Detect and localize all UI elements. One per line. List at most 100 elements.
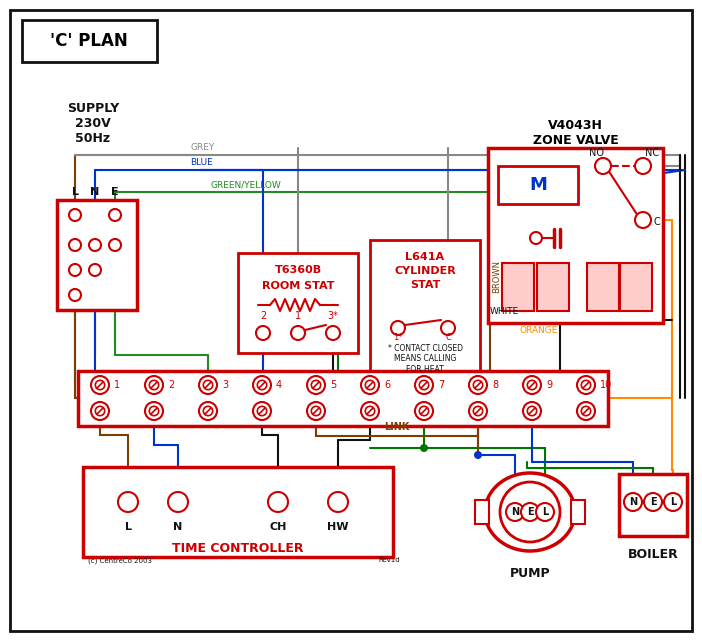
Text: Rev1d: Rev1d: [378, 557, 399, 563]
Text: N: N: [511, 507, 519, 517]
Circle shape: [328, 492, 348, 512]
FancyBboxPatch shape: [571, 500, 585, 524]
Text: 9: 9: [546, 380, 552, 390]
Text: L: L: [124, 522, 131, 532]
FancyBboxPatch shape: [537, 263, 569, 311]
Circle shape: [311, 406, 321, 415]
Circle shape: [204, 380, 213, 390]
Circle shape: [256, 326, 270, 340]
Circle shape: [268, 492, 288, 512]
Circle shape: [530, 232, 542, 244]
Text: C: C: [445, 333, 451, 342]
Circle shape: [635, 212, 651, 228]
Circle shape: [521, 503, 539, 521]
Circle shape: [577, 376, 595, 394]
Circle shape: [581, 406, 590, 415]
Circle shape: [199, 402, 217, 420]
Text: 3*: 3*: [328, 311, 338, 321]
Circle shape: [89, 264, 101, 276]
Circle shape: [419, 406, 429, 415]
Text: E: E: [649, 497, 656, 507]
Circle shape: [365, 380, 375, 390]
Text: BROWN: BROWN: [492, 260, 501, 293]
FancyBboxPatch shape: [78, 371, 608, 426]
FancyBboxPatch shape: [498, 166, 578, 204]
Text: 1: 1: [114, 380, 120, 390]
Circle shape: [523, 402, 541, 420]
Circle shape: [91, 376, 109, 394]
Circle shape: [361, 402, 379, 420]
Text: BOILER: BOILER: [628, 548, 678, 561]
Circle shape: [469, 376, 487, 394]
Circle shape: [415, 376, 433, 394]
Circle shape: [253, 376, 271, 394]
Circle shape: [581, 380, 590, 390]
Circle shape: [69, 289, 81, 301]
Text: CH: CH: [270, 522, 286, 532]
Text: E: E: [526, 507, 534, 517]
Circle shape: [635, 158, 651, 174]
Circle shape: [204, 406, 213, 415]
Circle shape: [307, 402, 325, 420]
Text: PUMP: PUMP: [510, 567, 550, 580]
Circle shape: [168, 492, 188, 512]
Text: L: L: [670, 497, 676, 507]
Circle shape: [365, 406, 375, 415]
Text: 6: 6: [384, 380, 390, 390]
Circle shape: [473, 406, 483, 415]
Circle shape: [326, 326, 340, 340]
Circle shape: [523, 376, 541, 394]
Circle shape: [595, 158, 611, 174]
Circle shape: [474, 451, 482, 459]
Circle shape: [258, 406, 267, 415]
Circle shape: [506, 503, 524, 521]
Text: ORANGE: ORANGE: [520, 326, 558, 335]
Circle shape: [441, 321, 455, 335]
Circle shape: [664, 493, 682, 511]
FancyBboxPatch shape: [83, 467, 393, 557]
Circle shape: [291, 326, 305, 340]
Text: N: N: [629, 497, 637, 507]
FancyBboxPatch shape: [238, 253, 358, 353]
Circle shape: [118, 492, 138, 512]
FancyBboxPatch shape: [57, 200, 137, 310]
Text: ZONE VALVE: ZONE VALVE: [533, 133, 618, 147]
Ellipse shape: [485, 473, 575, 551]
Text: 5: 5: [330, 380, 336, 390]
Circle shape: [258, 380, 267, 390]
Circle shape: [624, 493, 642, 511]
FancyBboxPatch shape: [620, 263, 652, 311]
Text: L: L: [542, 507, 548, 517]
Circle shape: [473, 380, 483, 390]
Circle shape: [69, 264, 81, 276]
Text: E: E: [111, 187, 119, 197]
Text: LINK: LINK: [384, 422, 410, 432]
Text: GREEN/YELLOW: GREEN/YELLOW: [210, 180, 281, 189]
Circle shape: [109, 209, 121, 221]
Text: 'C' PLAN: 'C' PLAN: [50, 32, 128, 50]
Text: 8: 8: [492, 380, 498, 390]
Text: GREY: GREY: [190, 143, 214, 152]
Circle shape: [150, 380, 159, 390]
Text: 2: 2: [168, 380, 174, 390]
Circle shape: [527, 380, 537, 390]
Text: BLUE: BLUE: [190, 158, 213, 167]
FancyBboxPatch shape: [370, 240, 480, 380]
Circle shape: [415, 402, 433, 420]
Text: L641A: L641A: [406, 252, 444, 262]
Circle shape: [95, 406, 105, 415]
Circle shape: [253, 402, 271, 420]
Circle shape: [307, 376, 325, 394]
Circle shape: [469, 402, 487, 420]
Text: STAT: STAT: [410, 280, 440, 290]
Text: TIME CONTROLLER: TIME CONTROLLER: [172, 542, 304, 556]
Text: C: C: [653, 217, 660, 227]
Circle shape: [361, 376, 379, 394]
Circle shape: [420, 444, 428, 452]
Text: T6360B: T6360B: [274, 265, 322, 275]
Text: N: N: [173, 522, 183, 532]
Circle shape: [69, 239, 81, 251]
Circle shape: [109, 239, 121, 251]
Text: N: N: [91, 187, 100, 197]
Circle shape: [644, 493, 662, 511]
